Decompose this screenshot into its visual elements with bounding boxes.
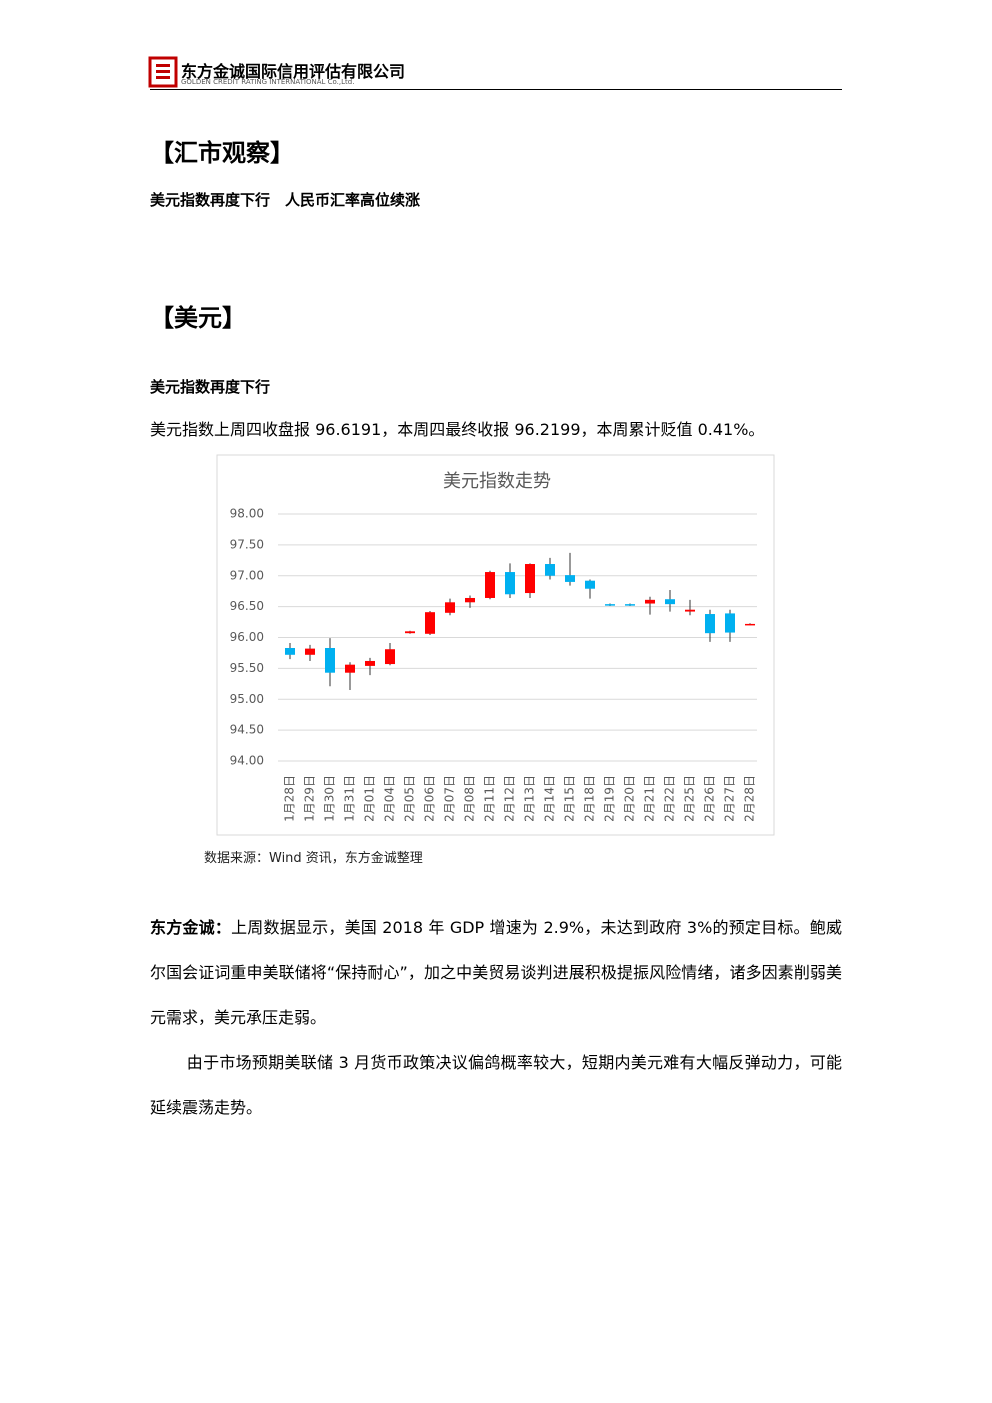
- x-tick-label: 1月31日: [343, 775, 357, 822]
- candle-body: [385, 649, 395, 665]
- candle-body: [525, 564, 535, 594]
- x-tick-label: 2月11日: [483, 775, 497, 822]
- x-tick-label: 2月07日: [443, 775, 457, 822]
- candle-body: [465, 597, 475, 603]
- candle-body: [625, 604, 635, 606]
- x-tick-label: 2月25日: [683, 775, 697, 822]
- chart-title: 美元指数走势: [443, 471, 551, 492]
- y-tick-label: 96.00: [230, 630, 264, 644]
- x-tick-label: 2月27日: [723, 775, 737, 822]
- chart-source: 数据来源：Wind 资讯，东方金诚整理: [204, 851, 423, 866]
- x-tick-label: 2月19日: [603, 775, 617, 822]
- paragraph: 美元指数上周四收盘报 96.6191，本周四最终收报 96.2199，本周累计贬…: [150, 420, 765, 439]
- text: 上周数据显示，美国 2018 年 GDP 增速为 2.9%，未达到政府 3%的预…: [150, 918, 842, 1027]
- candle-body: [305, 648, 315, 655]
- section-subtitle: 美元指数再度下行 人民币汇率高位续涨: [150, 191, 421, 209]
- y-tick-label: 97.50: [230, 537, 264, 551]
- x-tick-label: 2月06日: [423, 775, 437, 822]
- x-tick-label: 2月28日: [743, 775, 757, 822]
- x-tick-label: 2月21日: [643, 775, 657, 822]
- candle-body: [605, 604, 615, 606]
- section-title: 【汇市观察】: [150, 139, 294, 167]
- x-tick-label: 2月13日: [523, 775, 537, 822]
- candle-body: [645, 599, 655, 604]
- y-tick-label: 95.00: [230, 692, 264, 706]
- company-name: 东方金诚国际信用评估有限公司: [181, 62, 406, 81]
- candle-body: [565, 575, 575, 582]
- x-tick-label: 2月20日: [623, 775, 637, 822]
- header-rule: [150, 89, 842, 90]
- candle-body: [665, 599, 675, 605]
- y-tick-label: 96.50: [230, 599, 264, 613]
- x-tick-label: 2月18日: [583, 775, 597, 822]
- lead: 东方金诚：: [150, 918, 232, 937]
- logo: [148, 56, 178, 88]
- x-tick-label: 2月22日: [663, 775, 677, 822]
- section-heading: 美元指数再度下行: [150, 378, 271, 396]
- y-tick-label: 98.00: [230, 507, 264, 521]
- section-title: 【美元】: [150, 304, 246, 332]
- candle-body: [485, 572, 495, 598]
- candle-body: [325, 647, 335, 673]
- x-tick-label: 2月08日: [463, 775, 477, 822]
- candle-body: [745, 623, 755, 626]
- x-tick-label: 2月05日: [403, 775, 417, 822]
- x-tick-label: 1月30日: [323, 775, 337, 822]
- candle-body: [505, 572, 515, 595]
- y-tick-label: 94.00: [230, 754, 264, 768]
- candle-body: [405, 631, 415, 634]
- candle-body: [705, 614, 715, 634]
- paragraph: 东方金诚：上周数据显示，美国 2018 年 GDP 增速为 2.9%，未达到政府…: [150, 905, 842, 1040]
- candle-body: [585, 580, 595, 589]
- candle-body: [365, 660, 375, 666]
- candle-body: [425, 612, 435, 634]
- paragraph: 由于市场预期美联储 3 月货币政策决议偏鸽概率较大，短期内美元难有大幅反弹动力，…: [150, 1053, 842, 1117]
- candle-body: [285, 647, 295, 655]
- y-tick-label: 97.00: [230, 568, 264, 582]
- x-tick-label: 2月15日: [563, 775, 577, 822]
- x-tick-label: 2月01日: [363, 775, 377, 822]
- candle-body: [685, 609, 695, 612]
- candle-body: [725, 613, 735, 633]
- x-tick-label: 2月04日: [383, 775, 397, 822]
- candle-body: [445, 602, 455, 613]
- x-tick-label: 2月12日: [503, 775, 517, 822]
- candle-body: [545, 564, 555, 576]
- y-tick-label: 94.50: [230, 723, 264, 737]
- company-name-en: GOLDEN CREDIT RATING INTERNATIONAL Co.,L…: [181, 78, 355, 86]
- x-tick-label: 2月14日: [543, 775, 557, 822]
- candle-body: [345, 664, 355, 673]
- x-tick-label: 1月28日: [283, 775, 297, 822]
- y-tick-label: 95.50: [230, 661, 264, 675]
- x-tick-label: 2月26日: [703, 775, 717, 822]
- x-tick-label: 1月29日: [303, 775, 317, 822]
- chart: 美元指数走势 94.00 94.50 95.00 95.50 96.00 96.50 97.…: [216, 454, 775, 836]
